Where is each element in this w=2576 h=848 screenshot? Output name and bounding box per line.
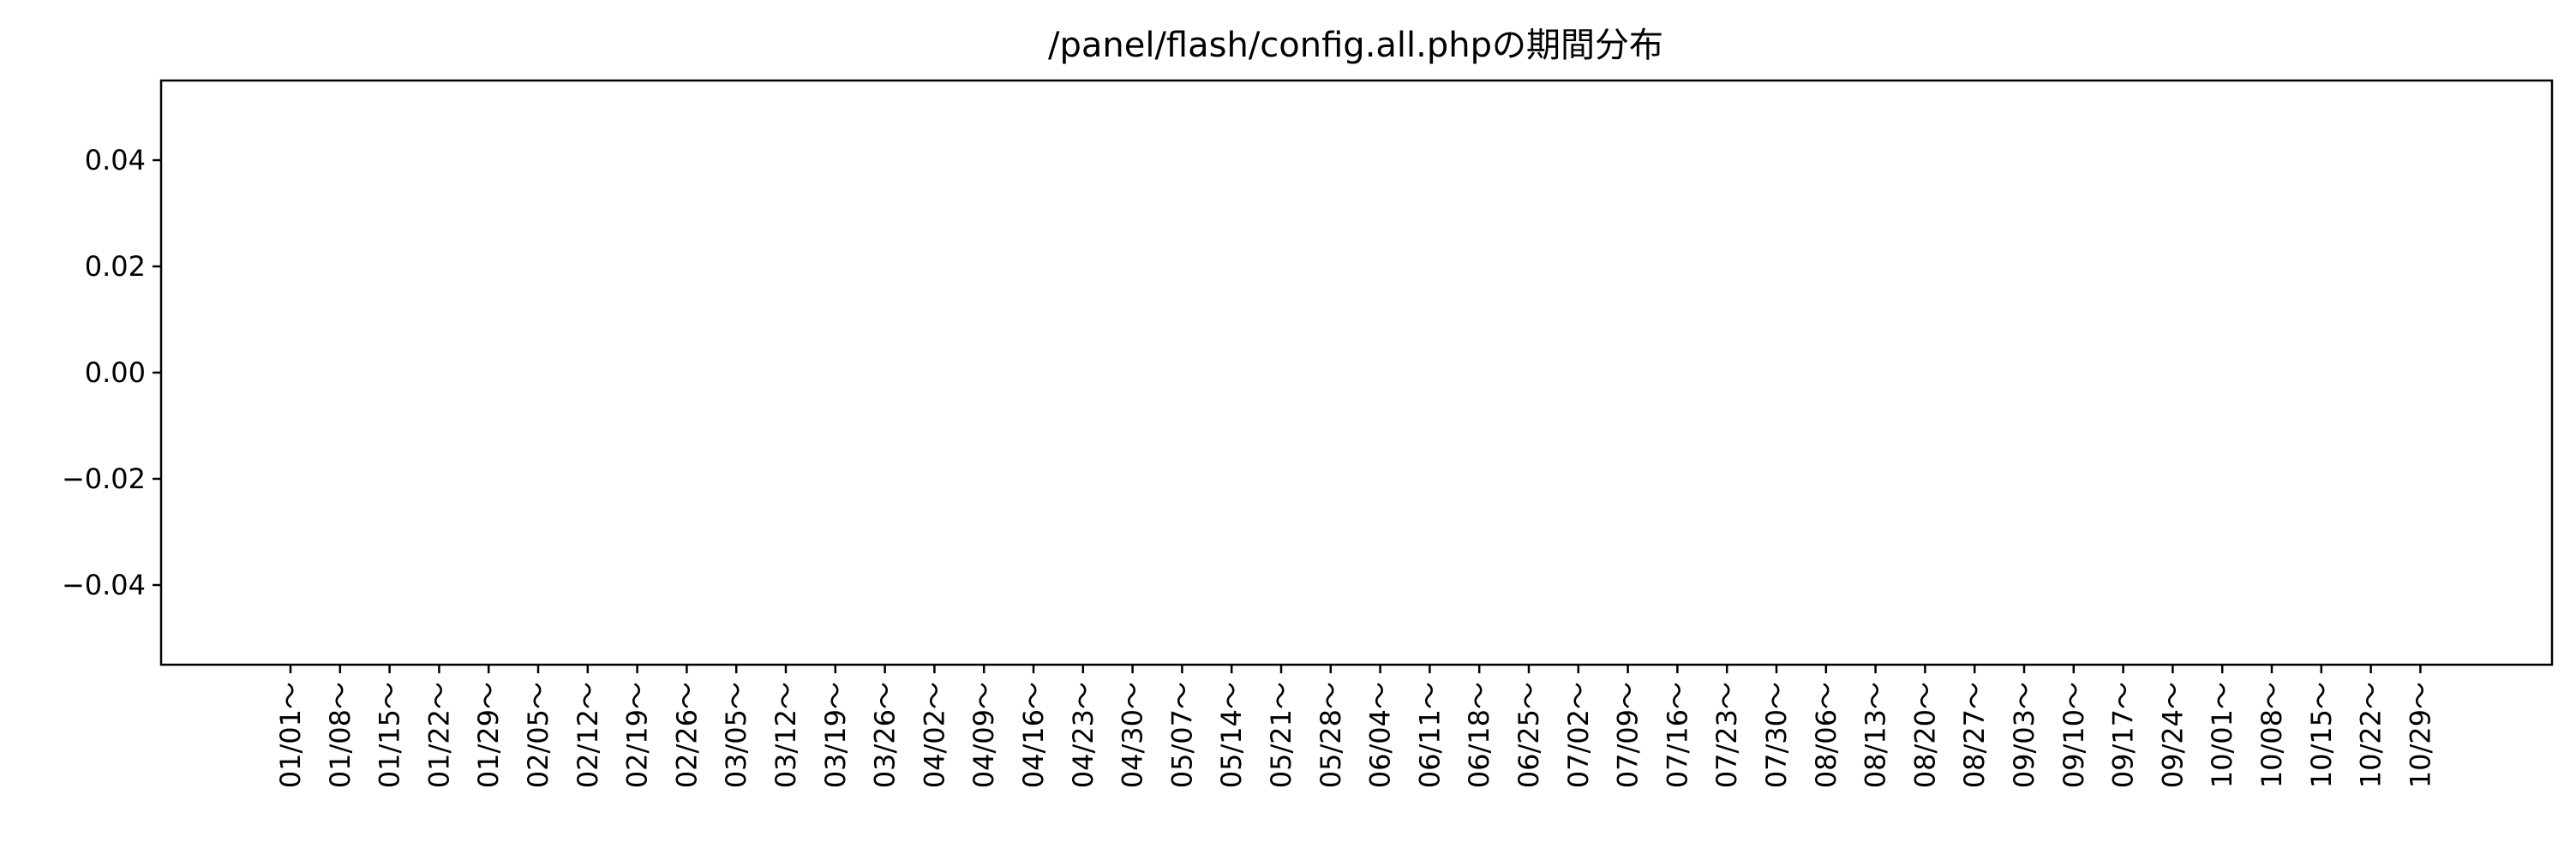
x-tick-label: 02/26～ <box>670 682 703 788</box>
x-tick-label: 05/21～ <box>1265 682 1297 788</box>
x-tick-label: 08/06～ <box>1810 682 1842 788</box>
x-tick-label: 08/20～ <box>1908 682 1941 788</box>
chart-title: /panel/flash/config.all.phpの期間分布 <box>1048 26 1663 65</box>
x-tick-label: 03/19～ <box>819 682 852 788</box>
x-tick-label: 10/29～ <box>2404 682 2436 788</box>
x-tick-label: 04/16～ <box>1017 682 1050 788</box>
plot-area <box>159 79 2554 666</box>
x-tick-label: 01/01～ <box>274 682 307 788</box>
x-tick-label: 03/05～ <box>720 682 752 788</box>
x-tick-label: 01/08～ <box>324 682 356 788</box>
x-tick-label: 08/27～ <box>1958 682 1991 788</box>
x-tick-label: 09/24～ <box>2156 682 2189 788</box>
x-tick-label: 06/04～ <box>1364 682 1397 788</box>
x-tick-label: 09/17～ <box>2107 682 2140 788</box>
x-tick-label: 04/23～ <box>1067 682 1099 788</box>
x-tick-label: 04/02～ <box>918 682 950 788</box>
x-tick-label: 10/01～ <box>2206 682 2238 788</box>
x-tick-label: 09/03～ <box>2008 682 2040 788</box>
x-tick-label: 05/28～ <box>1315 682 1347 788</box>
x-axis: 01/01～ 01/08～ 01/15～ 01/22～ 01/29～ 02/05～ 02/1… <box>274 665 2436 788</box>
x-tick-label: 01/15～ <box>374 682 406 788</box>
x-tick-label: 10/15～ <box>2305 682 2338 788</box>
x-tick-label: 06/18～ <box>1463 682 1495 788</box>
x-tick-label: 06/25～ <box>1513 682 1545 788</box>
x-tick-label: 03/12～ <box>770 682 802 788</box>
x-tick-label: 10/22～ <box>2355 682 2387 788</box>
y-tick-label: 0.02 <box>85 250 146 283</box>
x-tick-label: 07/09～ <box>1612 682 1644 788</box>
y-tick-label: −0.04 <box>62 569 146 601</box>
x-tick-label: 07/02～ <box>1562 682 1595 788</box>
x-tick-label: 07/16～ <box>1661 682 1693 788</box>
y-tick-label: 0.00 <box>85 356 146 389</box>
x-tick-label: 09/10～ <box>2058 682 2090 788</box>
x-tick-label: 03/26～ <box>869 682 902 788</box>
x-tick-label: 05/14～ <box>1215 682 1248 788</box>
x-tick-label: 02/19～ <box>621 682 654 788</box>
x-tick-label: 07/23～ <box>1710 682 1743 788</box>
x-tick-label: 06/11～ <box>1413 682 1446 788</box>
x-tick-label: 08/13～ <box>1860 682 1892 788</box>
x-tick-label: 04/09～ <box>967 682 1000 788</box>
x-tick-label: 01/29～ <box>472 682 505 788</box>
x-tick-label: 02/05～ <box>522 682 554 788</box>
x-tick-label: 05/07～ <box>1165 682 1198 788</box>
x-tick-label: 10/08～ <box>2255 682 2288 788</box>
x-tick-label: 07/30～ <box>1760 682 1793 788</box>
x-tick-label: 02/12～ <box>572 682 604 788</box>
x-tick-label: 04/30～ <box>1117 682 1149 788</box>
x-tick-label: 01/22～ <box>422 682 455 788</box>
y-tick-label: −0.02 <box>62 463 146 495</box>
y-tick-label: 0.04 <box>85 144 146 176</box>
y-axis: 0.04 0.02 0.00 −0.02 −0.04 <box>62 144 161 601</box>
